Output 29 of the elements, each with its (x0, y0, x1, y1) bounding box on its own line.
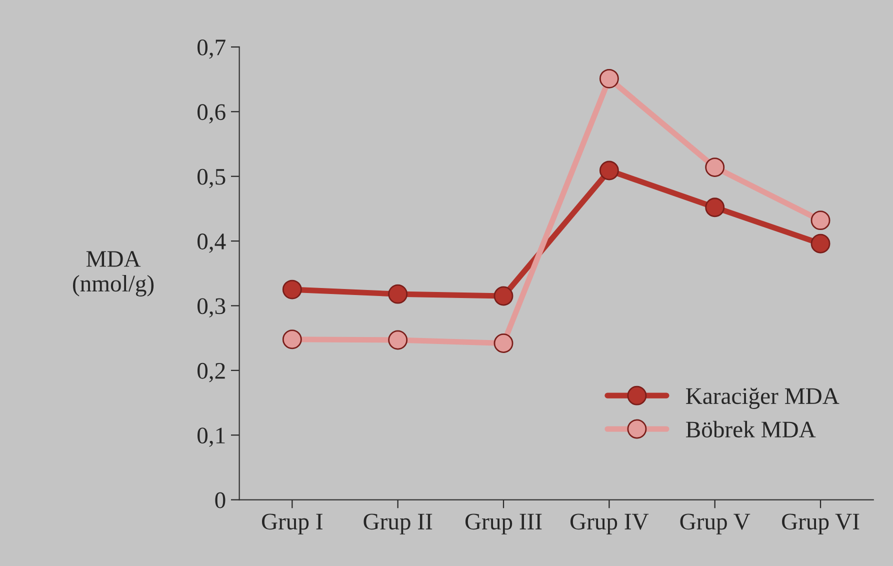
x-tick-label: Grup V (680, 514, 750, 534)
point (388, 284, 408, 304)
y-tick-label: 0,5 (198, 168, 226, 188)
x-tick-label: Grup II (364, 514, 432, 534)
y-tick-label: 0,1 (198, 428, 225, 447)
y-tick-label: 0,7 (198, 39, 226, 59)
point (599, 160, 619, 180)
x-tick-label: Grup IV (570, 514, 649, 534)
point (282, 330, 302, 350)
y-tick-label: 0 (215, 492, 226, 508)
legend-label: Böbrek MDA (686, 420, 816, 438)
y-tick-label: 0,3 (198, 298, 226, 318)
point (494, 286, 514, 306)
legend-label: Karaciğer MDA (686, 388, 840, 409)
x-tick-label: Grup I (262, 514, 322, 534)
x-tick-label: Grup III (465, 514, 542, 534)
point (599, 68, 619, 88)
y-axis-title: MDA (nmol/g) (73, 251, 154, 296)
y-tick-label: 0,2 (198, 362, 225, 382)
x-tick-label: Grup VI (782, 514, 860, 534)
point (494, 334, 514, 353)
point (705, 158, 725, 178)
point (388, 330, 408, 350)
y-tick-label: 0,6 (198, 104, 226, 124)
point (282, 280, 302, 300)
point (810, 210, 830, 230)
point (705, 198, 725, 218)
point (810, 234, 830, 254)
y-tick-label: 0,4 (198, 234, 226, 253)
